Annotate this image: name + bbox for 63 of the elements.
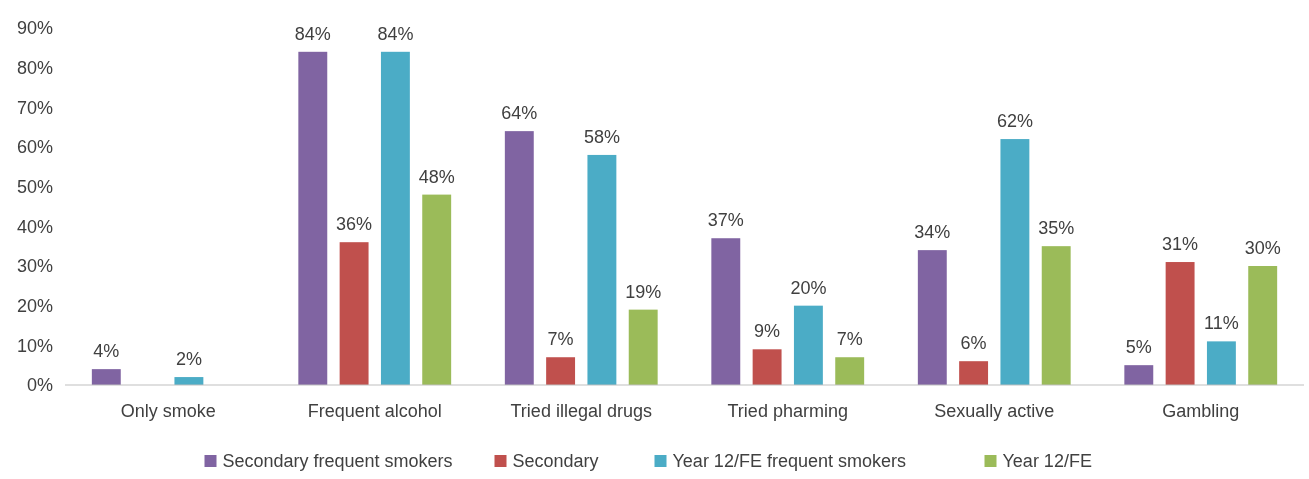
bar <box>422 194 452 385</box>
y-tick-label: 20% <box>16 295 53 316</box>
y-tick-label: 80% <box>16 57 53 78</box>
y-tick-label: 0% <box>26 375 53 396</box>
bar <box>380 51 410 385</box>
data-label: 31% <box>1162 234 1199 255</box>
data-label: 48% <box>418 166 455 187</box>
bar <box>1000 139 1030 385</box>
y-tick-label: 60% <box>16 137 53 158</box>
bar <box>587 154 617 385</box>
bar <box>752 349 782 385</box>
y-tick-label: 10% <box>16 335 53 356</box>
legend-label: Secondary <box>512 451 599 471</box>
bar <box>1248 266 1278 385</box>
bar <box>1206 341 1236 385</box>
bar <box>1165 262 1195 385</box>
bar <box>959 361 989 385</box>
bar <box>835 357 865 385</box>
y-tick-label: 50% <box>16 176 53 197</box>
x-tick-label: Only smoke <box>120 401 216 421</box>
data-label: 9% <box>754 321 781 342</box>
data-label: 84% <box>294 23 331 44</box>
data-label: 4% <box>93 341 120 362</box>
bar <box>298 51 328 385</box>
data-label: 7% <box>547 329 574 350</box>
x-tick-label: Sexually active <box>934 401 1055 421</box>
data-label: 84% <box>377 23 414 44</box>
data-label: 11% <box>1204 313 1239 334</box>
y-tick-label: 40% <box>16 216 53 237</box>
bar <box>1041 246 1071 385</box>
bar <box>91 369 121 385</box>
data-label: 62% <box>996 111 1033 132</box>
bar <box>628 309 658 385</box>
bar <box>1124 365 1154 385</box>
data-label: 6% <box>960 333 987 354</box>
bar <box>793 305 823 385</box>
data-label: 30% <box>1244 238 1281 258</box>
bar <box>917 250 947 385</box>
data-label: 2% <box>175 349 202 370</box>
data-label: 5% <box>1125 337 1152 358</box>
y-tick-label: 30% <box>16 256 53 277</box>
data-label: 7% <box>836 329 863 350</box>
data-label: 19% <box>625 281 662 302</box>
x-tick-label: Tried pharming <box>727 401 848 421</box>
data-label: 36% <box>336 214 373 235</box>
x-tick-label: Frequent alcohol <box>307 401 442 421</box>
data-label: 37% <box>707 210 744 231</box>
bar <box>504 131 534 385</box>
y-tick-label: 90% <box>16 18 53 39</box>
legend-label: Secondary frequent smokers <box>222 451 453 471</box>
data-label: 64% <box>501 103 538 124</box>
bar <box>711 238 741 385</box>
y-tick-label: 70% <box>16 97 53 118</box>
legend-label: Year 12/FE frequent smokers <box>672 451 906 471</box>
data-label: 34% <box>914 222 951 243</box>
bar <box>339 242 369 385</box>
data-label: 58% <box>583 126 620 147</box>
data-label: 35% <box>1038 218 1075 239</box>
bar <box>546 357 576 385</box>
data-label: 20% <box>790 277 827 298</box>
legend-label: Year 12/FE <box>1002 451 1092 471</box>
x-tick-label: Gambling <box>1162 401 1240 421</box>
x-tick-label: Tried illegal drugs <box>510 401 652 421</box>
